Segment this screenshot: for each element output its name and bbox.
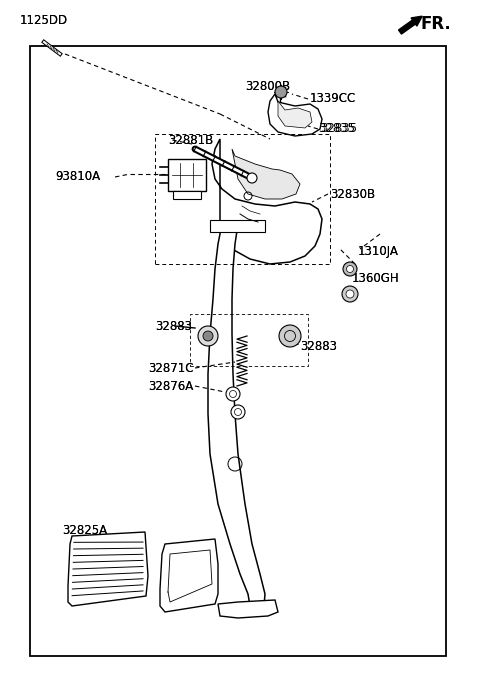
Polygon shape <box>68 532 148 606</box>
Polygon shape <box>268 94 322 136</box>
Bar <box>168 159 206 191</box>
Bar <box>190 314 308 366</box>
Text: 32830B: 32830B <box>330 187 375 200</box>
Circle shape <box>275 86 287 98</box>
Text: 32835: 32835 <box>320 122 357 135</box>
Text: 1339CC: 1339CC <box>310 92 356 105</box>
Text: 1125DD: 1125DD <box>20 14 68 27</box>
Text: 32825A: 32825A <box>62 525 107 538</box>
Text: 32825A: 32825A <box>62 525 107 538</box>
Circle shape <box>346 290 354 298</box>
Circle shape <box>342 286 358 302</box>
Polygon shape <box>160 539 218 612</box>
Text: 32881B: 32881B <box>168 133 213 146</box>
Text: 32871C: 32871C <box>148 362 193 375</box>
Text: 32800B: 32800B <box>245 81 290 94</box>
Circle shape <box>226 387 240 401</box>
Circle shape <box>231 405 245 419</box>
Polygon shape <box>212 139 322 264</box>
Text: 93810A: 93810A <box>55 170 100 183</box>
Text: 1360GH: 1360GH <box>352 272 400 285</box>
Text: 32835: 32835 <box>318 122 355 135</box>
Text: 32881B: 32881B <box>168 133 213 146</box>
Circle shape <box>247 173 257 183</box>
Polygon shape <box>208 224 265 616</box>
Text: FR.: FR. <box>420 15 451 33</box>
Text: 32876A: 32876A <box>148 380 193 393</box>
Circle shape <box>347 265 353 272</box>
Text: 32883: 32883 <box>300 339 337 352</box>
Bar <box>210 220 265 232</box>
Bar <box>155 134 330 264</box>
Circle shape <box>279 325 301 347</box>
Polygon shape <box>218 600 278 618</box>
Circle shape <box>203 331 213 341</box>
Text: 93810A: 93810A <box>55 170 100 183</box>
Polygon shape <box>278 101 312 128</box>
Polygon shape <box>232 149 300 199</box>
Text: 32883: 32883 <box>155 319 192 332</box>
Text: 32800B: 32800B <box>245 81 290 94</box>
FancyArrow shape <box>398 16 422 34</box>
Text: 32830B: 32830B <box>330 187 375 200</box>
Circle shape <box>343 262 357 276</box>
Text: 32883: 32883 <box>300 339 337 352</box>
Text: 1360GH: 1360GH <box>352 272 400 285</box>
Circle shape <box>198 326 218 346</box>
Text: 1339CC: 1339CC <box>310 92 356 105</box>
Text: 1125DD: 1125DD <box>20 14 68 27</box>
Text: 32871C: 32871C <box>148 362 193 375</box>
Text: 32876A: 32876A <box>148 380 193 393</box>
Bar <box>173 191 201 199</box>
Text: 1310JA: 1310JA <box>358 246 399 259</box>
Text: 32883: 32883 <box>155 319 192 332</box>
Text: 1310JA: 1310JA <box>358 246 399 259</box>
Bar <box>30 46 446 656</box>
